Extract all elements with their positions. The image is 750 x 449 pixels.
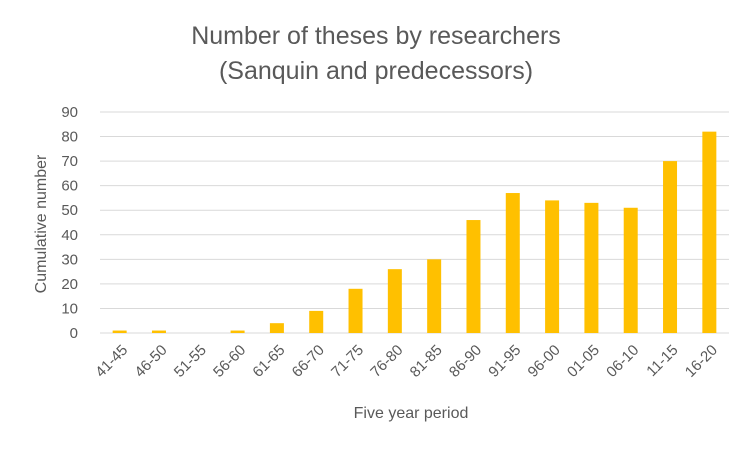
bar-91-95 [505, 193, 520, 333]
bar-66-70 [309, 310, 324, 333]
bar-96-00 [545, 200, 560, 333]
y-axis-ticks: 0 10 20 30 40 50 60 70 80 90 [61, 104, 78, 342]
y-tick-label: 40 [61, 227, 78, 244]
bar-61-65 [269, 323, 284, 333]
x-tick-label: 66-70 [289, 342, 328, 381]
x-tick-label: 96-00 [525, 342, 564, 381]
x-tick-label: 11-15 [643, 342, 681, 380]
chart-title-line-1: Number of theses by researchers [191, 22, 561, 50]
x-tick-label: 76-80 [367, 342, 406, 381]
y-tick-label: 60 [61, 178, 78, 195]
x-tick-label: 01-05 [564, 342, 603, 381]
x-tick-label: 61-65 [249, 342, 288, 381]
bar-11-15 [663, 161, 678, 333]
chart-title-line-2: (Sanquin and predecessors) [219, 57, 533, 85]
bar-81-85 [427, 259, 442, 333]
bar-56-60 [230, 330, 245, 333]
x-axis-ticks: 41-45 46-50 51-55 56-60 61-65 66-70 71-75 76-80… [92, 342, 721, 381]
x-axis-label: Five year period [354, 405, 469, 422]
y-axis-label: Cumulative number [33, 154, 50, 293]
y-tick-label: 90 [61, 104, 78, 121]
bar-76-80 [387, 269, 402, 333]
x-tick-label: 91-95 [485, 342, 524, 381]
y-tick-label: 50 [61, 202, 78, 219]
bar-71-75 [348, 288, 363, 333]
bar-01-05 [584, 202, 599, 333]
x-tick-label: 56-60 [210, 342, 249, 381]
x-tick-label: 46-50 [131, 342, 170, 381]
bar-06-10 [623, 207, 638, 333]
y-tick-label: 30 [61, 251, 78, 268]
x-tick-label: 41-45 [92, 342, 131, 381]
bar-41-45 [112, 330, 127, 333]
bar-86-90 [466, 220, 481, 333]
x-tick-label: 71-75 [328, 342, 367, 381]
y-tick-label: 0 [70, 325, 78, 342]
x-tick-label: 51-55 [171, 342, 210, 381]
y-tick-label: 80 [61, 129, 78, 146]
bar-16-20 [702, 131, 717, 333]
gridlines [100, 111, 729, 334]
bar-46-50 [151, 330, 166, 333]
x-tick-label: 16-20 [682, 342, 721, 381]
x-tick-label: 81-85 [407, 342, 446, 381]
bars [112, 131, 717, 333]
y-tick-label: 70 [61, 153, 78, 170]
x-tick-label: 06-10 [603, 342, 642, 381]
y-tick-label: 10 [61, 300, 78, 317]
y-tick-label: 20 [61, 276, 78, 293]
x-tick-label: 86-90 [446, 342, 485, 381]
